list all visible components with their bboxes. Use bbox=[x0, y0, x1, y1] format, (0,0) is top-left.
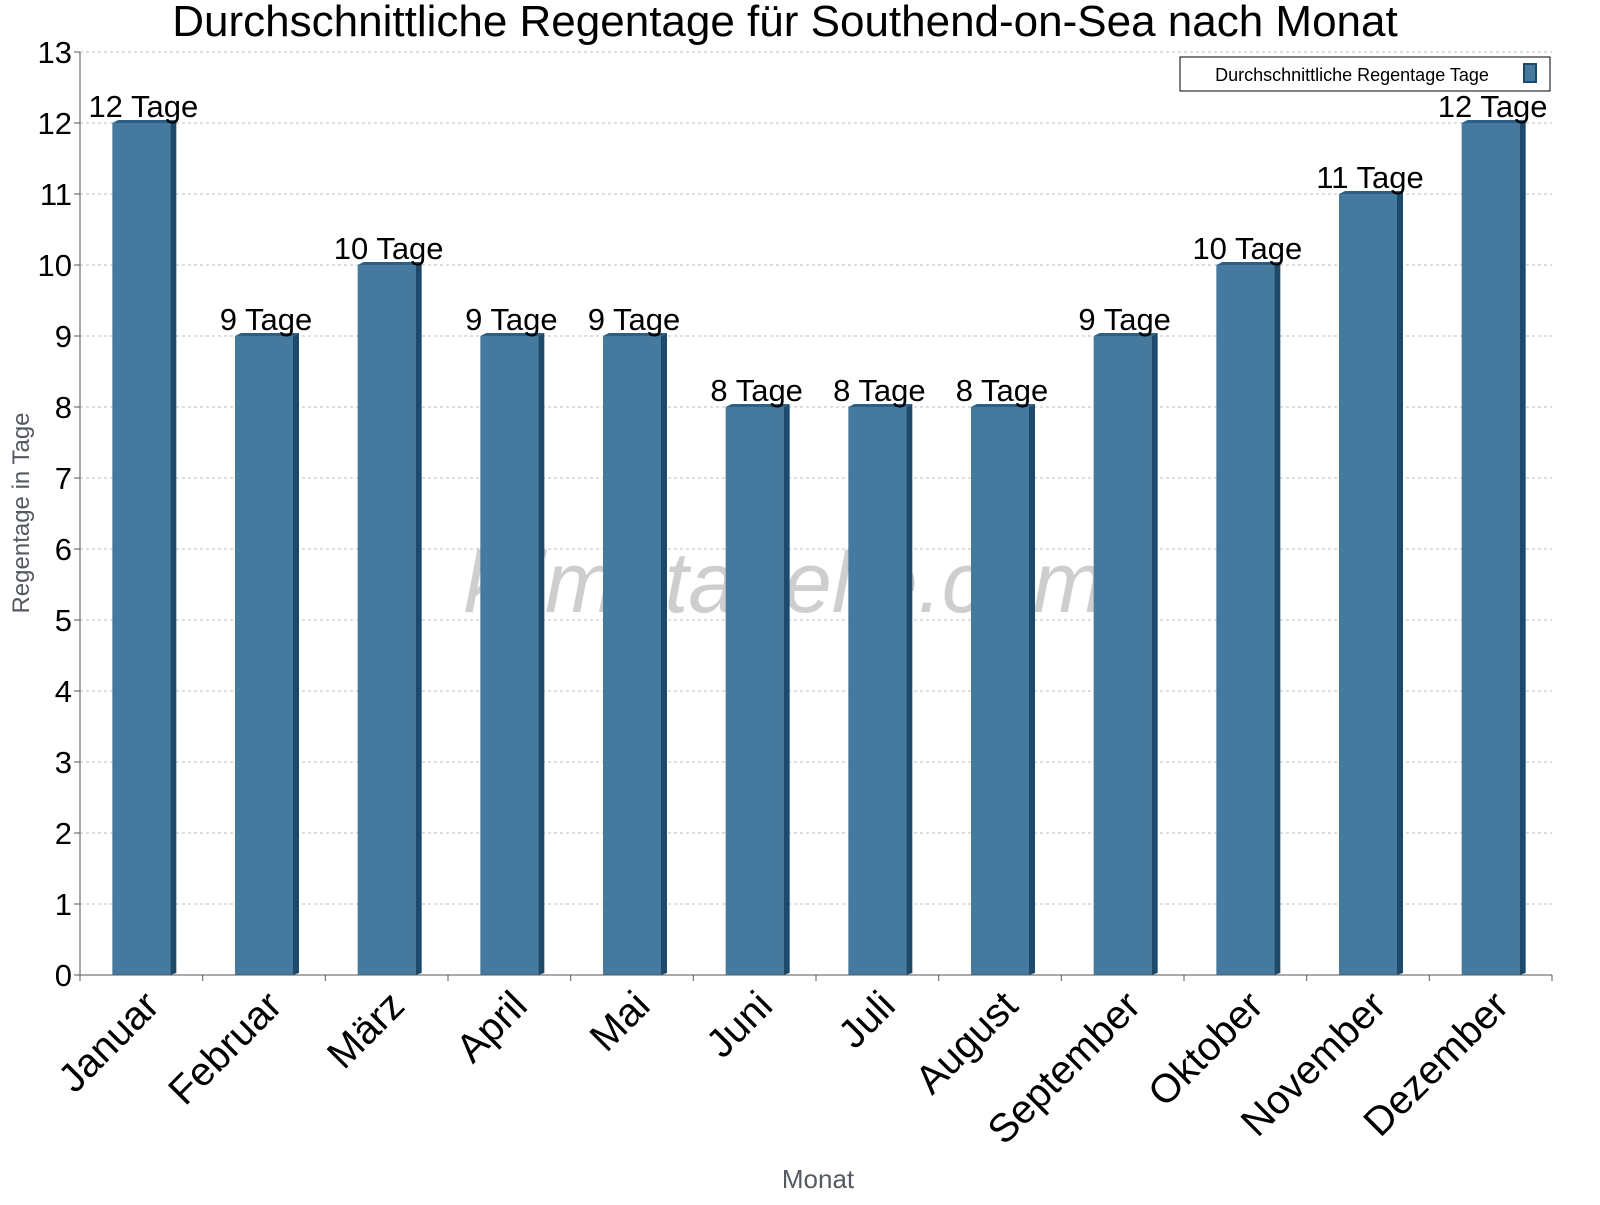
bar bbox=[357, 265, 416, 975]
bar-side bbox=[1274, 262, 1281, 975]
x-tick-label: Januar bbox=[50, 983, 168, 1101]
bar-side bbox=[906, 404, 913, 975]
x-axis-title: Monat bbox=[782, 1164, 855, 1194]
data-label: 8 Tage bbox=[956, 373, 1049, 408]
bar bbox=[480, 336, 539, 975]
bar bbox=[725, 407, 784, 975]
bar-top bbox=[1216, 262, 1281, 265]
y-tick-label: 9 bbox=[55, 319, 72, 354]
chart-title: Durchschnittliche Regentage für Southend… bbox=[172, 0, 1397, 46]
y-tick-label: 4 bbox=[55, 674, 72, 709]
bar-top bbox=[480, 333, 545, 336]
data-label: 10 Tage bbox=[334, 231, 444, 266]
data-label: 12 Tage bbox=[1438, 89, 1548, 124]
bar-top bbox=[1339, 191, 1403, 194]
y-tick-label: 10 bbox=[38, 248, 72, 283]
data-label: 9 Tage bbox=[588, 302, 681, 337]
data-label: 10 Tage bbox=[1192, 231, 1302, 266]
bar bbox=[1461, 123, 1520, 975]
bar-side bbox=[293, 333, 299, 975]
bar-top bbox=[603, 333, 667, 336]
bar-side bbox=[415, 262, 422, 975]
bar-top bbox=[357, 262, 422, 265]
bar bbox=[1216, 265, 1275, 975]
bar-top bbox=[1093, 333, 1158, 336]
bar bbox=[603, 336, 661, 975]
bar-top bbox=[1461, 120, 1526, 123]
y-tick-label: 2 bbox=[55, 816, 72, 851]
data-labels: 12 Tage 9 Tage 10 Tage 9 Tage 9 Tage 8 Tage 8 … bbox=[88, 89, 1547, 408]
x-tick-label: Juni bbox=[698, 983, 781, 1066]
x-tick-label: März bbox=[319, 983, 413, 1077]
legend-box bbox=[1179, 56, 1551, 92]
y-axis-title: Regentage in Tage bbox=[8, 412, 35, 613]
x-tick-label: April bbox=[448, 983, 536, 1071]
bar bbox=[112, 123, 171, 975]
bar-side bbox=[1397, 191, 1403, 975]
data-label: 8 Tage bbox=[833, 373, 926, 408]
bar bbox=[971, 407, 1029, 975]
bar-side bbox=[1519, 120, 1526, 975]
legend-swatch bbox=[1523, 63, 1537, 83]
x-tick-label: August bbox=[907, 983, 1026, 1102]
y-tick-label: 13 bbox=[38, 35, 72, 70]
data-label: 9 Tage bbox=[465, 302, 558, 337]
x-tick-label: Mai bbox=[582, 983, 659, 1060]
data-label: 11 Tage bbox=[1316, 160, 1423, 195]
bar-side bbox=[538, 333, 545, 975]
x-tick-label: Februar bbox=[160, 983, 290, 1113]
legend-label: Durchschnittliche Regentage Tage bbox=[1215, 65, 1489, 85]
y-tick-label: 5 bbox=[55, 603, 72, 638]
y-tick-label: 11 bbox=[40, 177, 72, 212]
gridlines bbox=[80, 51, 1552, 905]
y-tick-label: 6 bbox=[55, 532, 72, 567]
bar bbox=[848, 407, 907, 975]
y-tick-label: 3 bbox=[55, 745, 72, 780]
bar-side bbox=[170, 120, 177, 975]
bar-top bbox=[725, 404, 790, 407]
bar bbox=[235, 336, 293, 975]
bar-top bbox=[112, 120, 177, 123]
data-label: 12 Tage bbox=[88, 89, 198, 124]
data-label: 8 Tage bbox=[710, 373, 803, 408]
bar-top bbox=[848, 404, 913, 407]
y-tick-label: 8 bbox=[55, 390, 72, 425]
bar bbox=[1339, 194, 1397, 975]
bar-top bbox=[235, 333, 299, 336]
y-tick-label: 0 bbox=[55, 958, 72, 993]
x-tick-label: Juli bbox=[830, 983, 904, 1057]
bar-side bbox=[1151, 333, 1158, 975]
bar-top bbox=[971, 404, 1035, 407]
bar-side bbox=[661, 333, 667, 975]
legend: Durchschnittliche Regentage Tage bbox=[1179, 56, 1551, 92]
bar bbox=[1093, 336, 1152, 975]
y-tick-label: 12 bbox=[38, 106, 72, 141]
y-tick-label: 7 bbox=[55, 461, 72, 496]
bar-side bbox=[783, 404, 790, 975]
bar-side bbox=[1029, 404, 1035, 975]
y-tick-label: 1 bbox=[55, 887, 72, 922]
bars bbox=[112, 120, 1526, 975]
data-label: 9 Tage bbox=[220, 302, 313, 337]
data-label: 9 Tage bbox=[1078, 302, 1171, 337]
